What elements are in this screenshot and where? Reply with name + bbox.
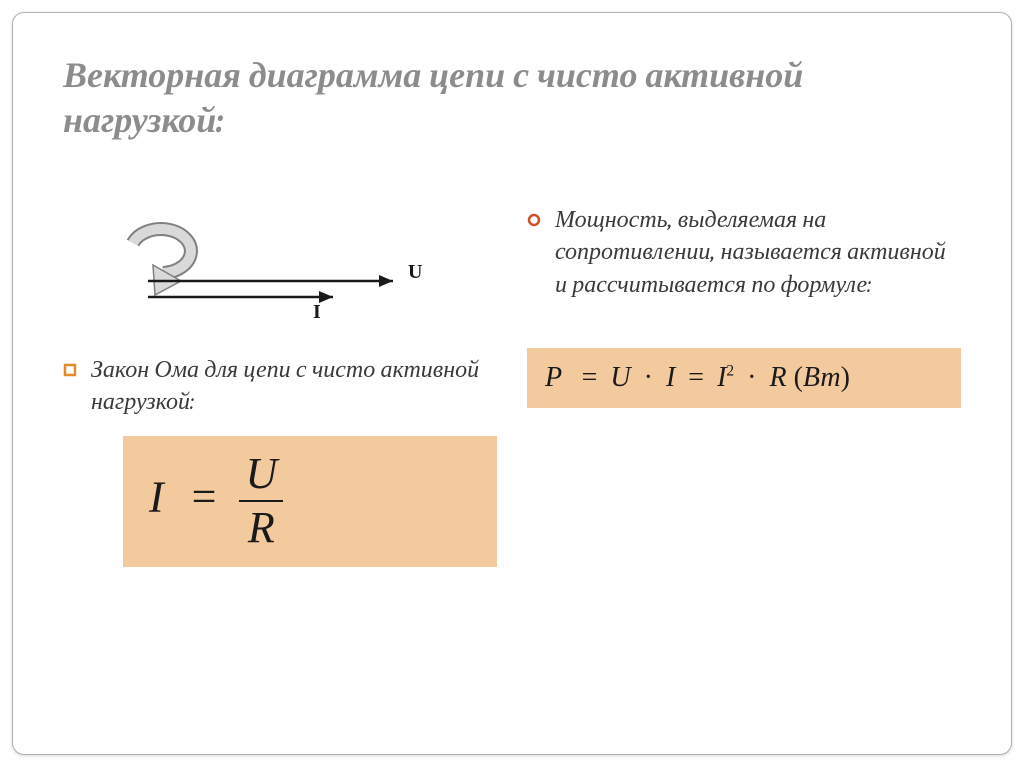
square-bullet-icon xyxy=(63,363,77,377)
denominator: R xyxy=(239,502,283,552)
i-vector-head xyxy=(319,291,333,303)
right-column: Мощность, выделяемая на сопротивлении, н… xyxy=(527,203,961,567)
paren-close: ) xyxy=(841,362,850,393)
left-column: U I Закон Ома для цепи с чисто активной … xyxy=(63,203,497,567)
power-bullet: Мощность, выделяемая на сопротивлении, н… xyxy=(527,203,961,300)
vector-diagram: U I xyxy=(63,203,497,353)
sym-I: I xyxy=(666,362,675,393)
ohms-law-text: Закон Ома для цепи с чисто активной нагр… xyxy=(91,353,497,418)
dot1: · xyxy=(644,362,653,393)
unit-watt: Вт xyxy=(803,362,841,393)
circle-bullet-icon xyxy=(527,213,541,227)
power-formula: P = U · I = I2 · R (Вт) xyxy=(527,348,961,408)
phasor-svg xyxy=(63,203,443,353)
eq1: = xyxy=(575,362,598,393)
u-label: U xyxy=(408,261,422,284)
rotation-arrow-icon xyxy=(133,229,191,295)
equals-sign: = xyxy=(181,472,217,521)
eq2: = xyxy=(688,362,704,393)
fraction: U R xyxy=(239,450,283,553)
dot2: · xyxy=(747,362,756,393)
slide-frame: Векторная диаграмма цепи с чисто активно… xyxy=(12,12,1012,755)
paren-open: ( xyxy=(794,362,803,393)
i-label: I xyxy=(313,301,321,324)
ohms-law-bullet: Закон Ома для цепи с чисто активной нагр… xyxy=(63,353,497,418)
sym-R: R xyxy=(769,362,786,393)
sym-P: P xyxy=(545,362,562,393)
ohms-law-formula: I = U R xyxy=(123,436,497,567)
slide-title: Векторная диаграмма цепи с чисто активно… xyxy=(63,53,961,143)
power-text: Мощность, выделяемая на сопротивлении, н… xyxy=(555,203,961,300)
u-vector-head xyxy=(379,275,393,287)
two-column-layout: U I Закон Ома для цепи с чисто активной … xyxy=(63,203,961,567)
exp-2: 2 xyxy=(726,363,734,380)
numerator: U xyxy=(239,450,283,502)
formula-I: I xyxy=(149,472,164,521)
sym-U: U xyxy=(610,362,630,393)
